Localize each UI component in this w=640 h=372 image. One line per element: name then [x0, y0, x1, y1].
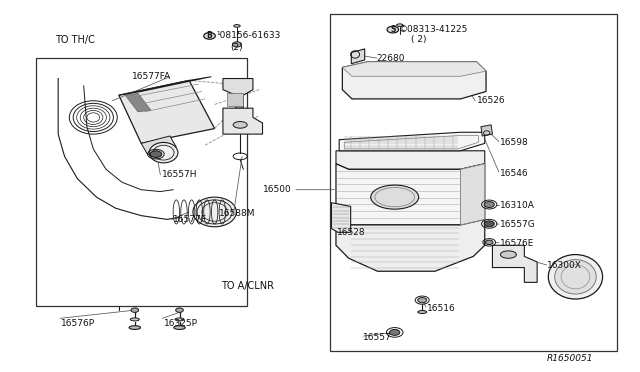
Ellipse shape	[175, 318, 184, 321]
Circle shape	[131, 308, 139, 312]
Circle shape	[150, 151, 162, 157]
Text: ¹08156-61633: ¹08156-61633	[216, 31, 281, 41]
Circle shape	[484, 221, 494, 227]
Text: 16557H: 16557H	[162, 170, 197, 179]
Polygon shape	[119, 77, 211, 95]
Polygon shape	[342, 62, 486, 99]
Polygon shape	[141, 136, 176, 154]
Polygon shape	[339, 132, 484, 151]
Text: 16557G: 16557G	[500, 221, 536, 230]
Circle shape	[387, 26, 399, 33]
Polygon shape	[336, 151, 484, 169]
Polygon shape	[492, 245, 537, 282]
Ellipse shape	[193, 197, 236, 227]
Text: 16576P: 16576P	[61, 319, 95, 328]
Ellipse shape	[555, 260, 596, 294]
Text: S: S	[390, 25, 396, 34]
Text: (2): (2)	[230, 42, 243, 51]
Text: 16598: 16598	[500, 138, 529, 147]
Text: 22680: 22680	[376, 54, 404, 62]
Polygon shape	[332, 203, 351, 232]
Circle shape	[175, 308, 183, 312]
Ellipse shape	[418, 311, 427, 314]
Ellipse shape	[234, 25, 240, 27]
Ellipse shape	[500, 251, 516, 258]
Text: 16588M: 16588M	[219, 209, 255, 218]
Text: 16576E: 16576E	[500, 239, 534, 248]
Ellipse shape	[149, 142, 178, 163]
Polygon shape	[342, 62, 486, 76]
Text: 16528: 16528	[337, 228, 366, 237]
Text: 16300X: 16300X	[547, 261, 582, 270]
Text: B: B	[207, 31, 212, 41]
Ellipse shape	[233, 122, 247, 128]
Polygon shape	[223, 108, 262, 134]
Polygon shape	[336, 219, 484, 271]
Ellipse shape	[131, 318, 140, 321]
Ellipse shape	[173, 326, 185, 330]
Ellipse shape	[548, 254, 603, 299]
Polygon shape	[351, 49, 365, 64]
Text: ©08313-41225: ©08313-41225	[399, 25, 468, 34]
Text: 16557: 16557	[364, 333, 392, 342]
Circle shape	[390, 330, 400, 335]
Text: 16546: 16546	[500, 169, 529, 177]
Text: TO A/CLNR: TO A/CLNR	[221, 281, 274, 291]
Circle shape	[204, 33, 215, 39]
Text: 16577F: 16577F	[173, 215, 207, 224]
Bar	[36, 58, 246, 307]
Circle shape	[484, 202, 494, 208]
Text: 16325P: 16325P	[164, 319, 198, 328]
Circle shape	[485, 240, 493, 244]
Text: 16577FA: 16577FA	[132, 72, 171, 81]
Circle shape	[418, 298, 427, 303]
Ellipse shape	[129, 326, 141, 330]
Polygon shape	[223, 78, 253, 108]
Polygon shape	[461, 164, 484, 225]
Text: 16310A: 16310A	[500, 201, 535, 210]
Polygon shape	[481, 125, 492, 136]
Circle shape	[232, 42, 241, 47]
Text: TO TH/C: TO TH/C	[55, 35, 95, 45]
Text: 16500: 16500	[262, 185, 291, 194]
Bar	[227, 93, 243, 106]
Text: 16526: 16526	[476, 96, 505, 105]
Text: 16516: 16516	[428, 304, 456, 313]
Polygon shape	[119, 80, 214, 143]
Ellipse shape	[397, 24, 403, 26]
Polygon shape	[336, 164, 484, 225]
Text: R1650051: R1650051	[547, 354, 593, 363]
Bar	[330, 14, 617, 351]
Ellipse shape	[371, 185, 419, 209]
Text: ( 2): ( 2)	[412, 35, 427, 44]
Polygon shape	[125, 93, 151, 112]
